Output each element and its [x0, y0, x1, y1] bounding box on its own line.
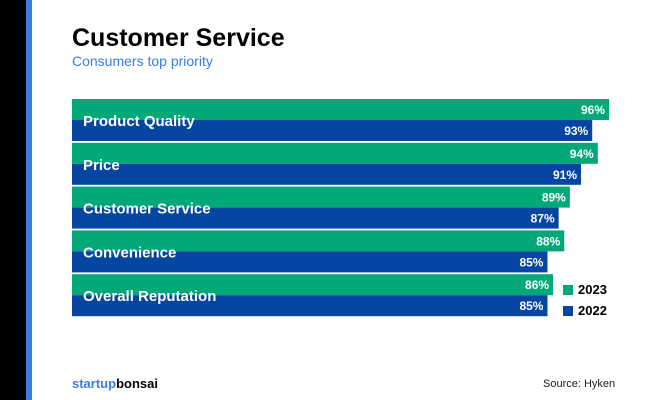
category-label: Product Quality	[83, 113, 195, 130]
logo-part: bonsai	[116, 376, 158, 391]
black-side-strip	[0, 0, 26, 400]
legend-item-2022: 2022	[563, 300, 607, 321]
legend-label: 2022	[578, 303, 607, 318]
legend-swatch	[563, 305, 573, 316]
bar-2022	[72, 120, 593, 141]
data-label: 88%	[536, 234, 560, 248]
data-label: 91%	[553, 168, 577, 182]
bar-2022	[72, 207, 559, 229]
bar-2023	[72, 274, 554, 296]
bar-2023	[72, 186, 570, 208]
bar-2022	[72, 163, 582, 185]
source-note: Source: Hyken	[543, 378, 616, 390]
bar-2023	[72, 142, 598, 164]
data-label: 96%	[581, 103, 605, 117]
chart-title: Customer Service	[72, 24, 285, 52]
accent-strip	[26, 0, 32, 400]
legend-label: 2023	[578, 282, 607, 297]
startupbonsai-logo: startupbonsai	[72, 376, 158, 391]
bar-2023	[72, 230, 565, 252]
data-label: 89%	[542, 191, 566, 205]
data-label: 93%	[564, 124, 588, 138]
legend-swatch	[563, 284, 573, 295]
legend: 2023 2022	[563, 279, 607, 321]
bar-2022	[72, 251, 548, 273]
data-label: 86%	[525, 278, 549, 292]
bar-2023	[72, 99, 609, 120]
category-label: Customer Service	[83, 201, 211, 218]
data-label: 85%	[519, 255, 543, 269]
category-label: Convenience	[83, 244, 176, 261]
legend-item-2023: 2023	[563, 279, 607, 300]
data-label: 87%	[531, 212, 555, 226]
chart-subtitle: Consumers top priority	[72, 53, 213, 69]
data-label: 85%	[519, 299, 543, 313]
bar-2022	[72, 295, 548, 317]
logo-part: startup	[72, 376, 117, 391]
data-label: 94%	[570, 147, 594, 161]
category-label: Overall Reputation	[83, 288, 216, 305]
category-label: Price	[83, 157, 120, 174]
